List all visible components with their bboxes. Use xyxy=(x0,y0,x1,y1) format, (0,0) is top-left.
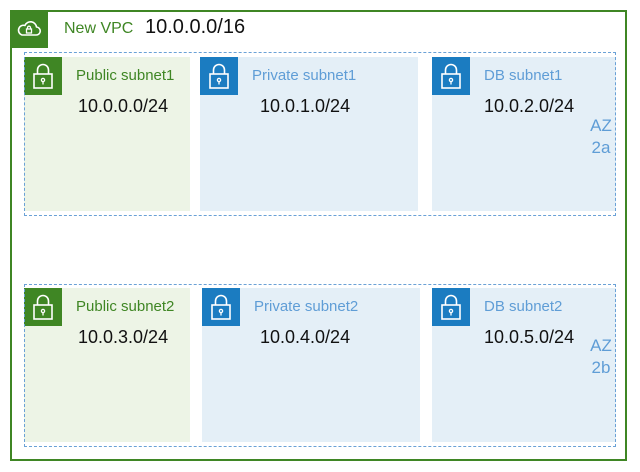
subnet-private-2[interactable]: Private subnet2 10.0.4.0/24 xyxy=(202,288,420,442)
subnet-db-2[interactable]: DB subnet2 10.0.5.0/24 xyxy=(432,288,616,442)
subnet-badge xyxy=(432,57,470,95)
availability-zone-2b xyxy=(24,284,616,447)
padlock-icon xyxy=(211,294,231,320)
cloud-lock-icon xyxy=(17,21,42,36)
vpc-container xyxy=(10,10,627,461)
subnet-badge xyxy=(202,288,240,326)
az-label-line1: AZ xyxy=(590,336,612,355)
subnet-cidr: 10.0.0.0/24 xyxy=(78,96,169,116)
padlock-icon xyxy=(33,294,53,320)
subnet-name: Private subnet2 xyxy=(254,298,359,315)
subnet-private-1[interactable]: Private subnet1 10.0.1.0/24 xyxy=(200,57,418,211)
padlock-icon xyxy=(209,63,229,89)
subnet-badge xyxy=(432,288,470,326)
vpc-badge xyxy=(10,10,48,48)
subnet-name: DB subnet1 xyxy=(484,67,563,84)
padlock-icon xyxy=(441,294,461,320)
az-label-2b: AZ 2b xyxy=(587,335,615,379)
subnet-db-1[interactable]: DB subnet1 10.0.2.0/24 xyxy=(432,57,616,211)
az-label-line2: 2a xyxy=(591,138,611,157)
subnet-cidr: 10.0.1.0/24 xyxy=(260,96,351,116)
padlock-icon xyxy=(33,63,53,89)
az-label-line2: 2b xyxy=(591,358,611,377)
subnet-cidr: 10.0.3.0/24 xyxy=(78,327,169,347)
vpc-label: New VPC xyxy=(64,20,134,37)
subnet-public-1[interactable]: Public subnet1 10.0.0.0/24 xyxy=(24,57,190,211)
subnet-badge xyxy=(200,57,238,95)
subnet-badge xyxy=(24,57,62,95)
subnet-name: Private subnet1 xyxy=(252,67,357,84)
az-label-2a: AZ 2a xyxy=(587,115,615,159)
subnet-cidr: 10.0.5.0/24 xyxy=(484,327,575,347)
subnet-name: DB subnet2 xyxy=(484,298,563,315)
subnet-name: Public subnet2 xyxy=(76,298,175,315)
subnet-cidr: 10.0.2.0/24 xyxy=(484,96,575,116)
subnet-cidr: 10.0.4.0/24 xyxy=(260,327,351,347)
padlock-icon xyxy=(441,63,461,89)
vpc-cidr: 10.0.0.0/16 xyxy=(145,16,246,38)
availability-zone-2a xyxy=(24,52,616,216)
az-label-line1: AZ xyxy=(590,116,612,135)
subnet-public-2[interactable]: Public subnet2 10.0.3.0/24 xyxy=(24,288,190,442)
subnet-name: Public subnet1 xyxy=(76,67,175,84)
subnet-badge xyxy=(24,288,62,326)
